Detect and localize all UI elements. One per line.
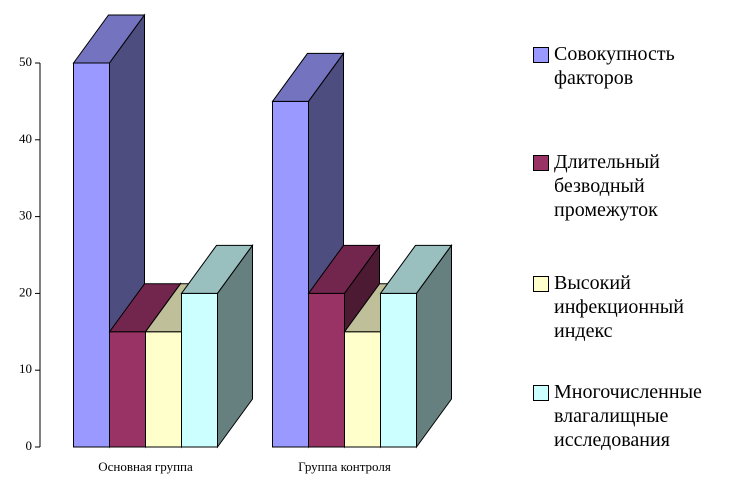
bar-front [308,292,345,448]
y-tick-label: 10 [19,361,32,376]
bar [180,243,254,449]
bar-front [73,62,110,448]
bar-front [272,100,309,448]
bar-side [416,243,452,449]
x-tick-label: Группа контроля [298,459,391,474]
bar-front [344,331,381,448]
legend-item: Многочисленные влагалищные исследования [533,380,703,452]
y-tick-label: 0 [26,438,33,453]
bar-front [181,292,218,448]
bar-front [145,331,182,448]
legend-swatch [533,385,549,401]
bar-side [217,243,253,449]
legend-label: Многочисленные влагалищные исследования [554,381,702,451]
y-tick-label: 20 [19,284,32,299]
y-tick-label: 40 [19,131,32,146]
bar [379,243,453,449]
bar-front [109,331,146,448]
legend-swatch [533,276,549,292]
legend-item: Совокупность факторов [533,42,703,90]
legend-swatch [533,47,549,63]
legend-swatch [533,155,549,171]
y-tick-label: 30 [19,208,32,223]
legend-item: Высокий инфекционный индекс [533,271,703,343]
legend-label: Длительный безводный промежуток [554,151,660,221]
x-tick-label: Основная группа [98,459,193,474]
legend-item: Длительный безводный промежуток [533,150,703,222]
legend-label: Высокий инфекционный индекс [554,272,684,342]
bar-front [380,292,417,448]
legend-label: Совокупность факторов [554,43,675,89]
y-tick-label: 50 [19,54,32,69]
